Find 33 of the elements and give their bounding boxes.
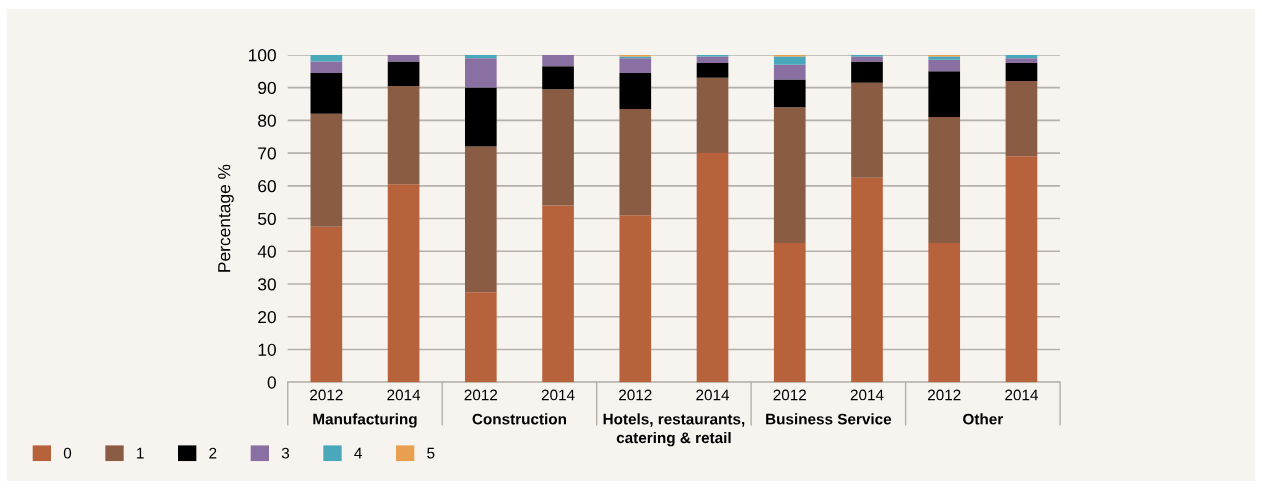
legend-label: 0	[63, 447, 72, 459]
x-tick-label: 2014	[696, 389, 730, 401]
text: Manufacturing	[313, 413, 417, 428]
legend-label: 3	[281, 447, 290, 459]
legend-label: 2	[209, 447, 217, 459]
y-tick-label: 30	[257, 278, 276, 291]
x-tick-label: 2014	[1005, 389, 1039, 401]
y-tick-label: 40	[257, 245, 276, 258]
y-axis-title: Percentage %	[218, 164, 234, 272]
legend-label: 5	[427, 447, 435, 459]
y-tick-label: 90	[258, 81, 276, 95]
y-tick-label: 50	[258, 212, 276, 225]
x-tick-label: 2014	[387, 389, 421, 401]
text: Hotels, restaurants, catering & retail	[603, 413, 745, 447]
x-tick-label: 2012	[619, 389, 652, 401]
y-tick-label: 70	[258, 147, 276, 160]
x-tick-label: 2012	[773, 389, 806, 401]
text: Other	[963, 413, 1003, 425]
text: Business Service	[766, 413, 892, 425]
y-tick-label: 10	[258, 343, 276, 356]
x-tick-label: 2014	[541, 389, 575, 401]
y-tick-label: 20	[258, 310, 276, 324]
x-tick-label: 2014	[850, 389, 884, 401]
y-tick-label: 80	[258, 114, 276, 127]
y-tick-label: 60	[258, 179, 276, 193]
x-tick-label: 2012	[310, 389, 343, 401]
legend-label: 1	[137, 447, 144, 459]
x-tick-label: 2012	[464, 389, 498, 401]
legend-label: 4	[354, 447, 362, 459]
x-tick-label: 2012	[928, 389, 961, 401]
y-tick-label: 0	[267, 376, 276, 389]
y-tick-label: 100	[248, 49, 276, 62]
text: Construction	[472, 413, 567, 425]
